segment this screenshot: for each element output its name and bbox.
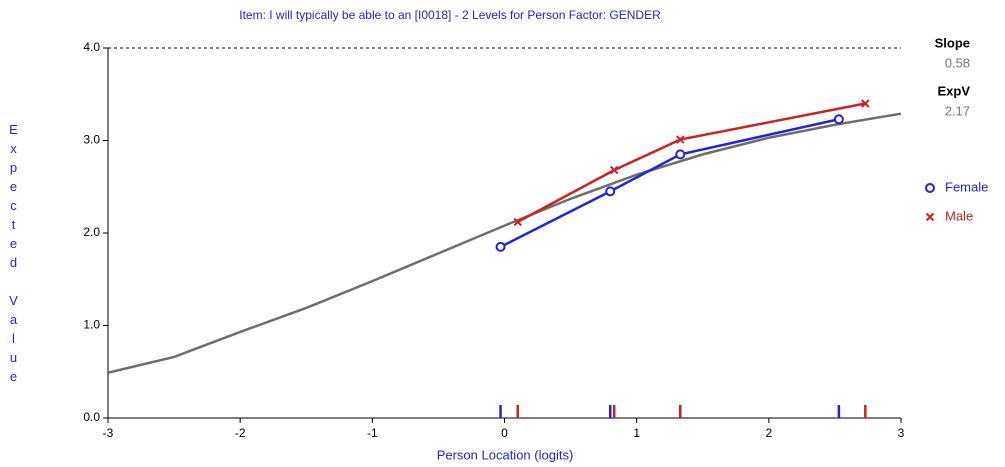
y-tick-label: 4.0 [83,40,100,54]
x-tick-label: 0 [501,426,508,440]
x-tick-label: 3 [898,426,905,440]
point [513,217,522,227]
stat-label: Slope [935,35,970,50]
point [833,114,844,125]
x-axis-title: Person Location (logits) [437,447,574,462]
x-tick-label: -3 [103,426,114,440]
legend-marker [925,212,935,222]
legend-marker [925,183,935,193]
point [609,165,619,175]
point [605,186,616,197]
chart-title: Item: I will typically be able to an [I0… [239,8,661,22]
x-tick-label: 2 [765,426,772,440]
series-line [499,118,840,248]
x-tick-label: -2 [235,426,246,440]
series-line [517,102,866,224]
point [861,99,870,108]
point [675,149,686,160]
x-tick-label: 1 [633,426,640,440]
y-tick-label: 1.0 [83,318,100,332]
y-tick-label: 2.0 [83,225,100,239]
stat-label: ExpV [937,83,970,98]
stat-value: 0.58 [945,55,970,70]
expected-curve [107,112,902,374]
y-tick-label: 0.0 [83,410,100,424]
x-tick-label: -1 [367,426,378,440]
y-tick-label: 3.0 [83,133,100,147]
legend-label: Female [945,179,988,194]
point [676,135,685,144]
y-axis-title: Expected Value [6,122,21,388]
stat-value: 2.17 [945,103,970,118]
legend-label: Male [945,208,973,223]
point [495,241,506,252]
